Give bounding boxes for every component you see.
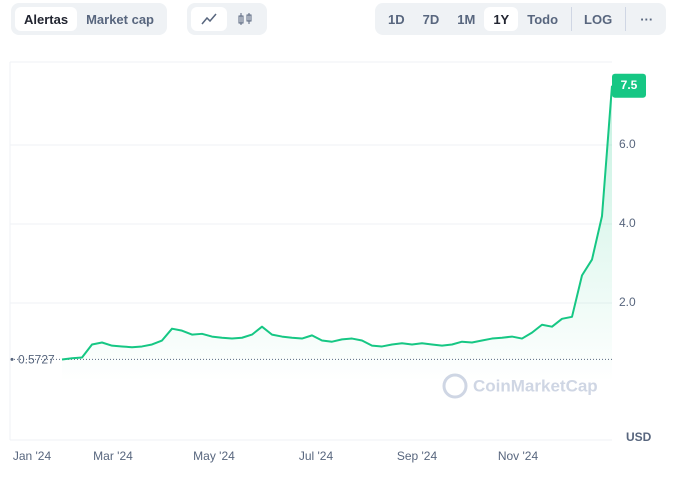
x-tick-label: Nov '24 (498, 449, 539, 463)
y-tick-label: 4.0 (619, 216, 636, 230)
line-chart-button[interactable] (191, 7, 227, 31)
toolbar-button[interactable]: 1Y (484, 7, 519, 31)
x-tick-label: Sep '24 (397, 449, 438, 463)
watermark: CoinMarketCap (473, 376, 598, 395)
reference-label: 0.5727 (18, 353, 55, 367)
x-tick-label: May '24 (193, 449, 235, 463)
toolbar-button[interactable]: Todo (527, 11, 559, 27)
toolbar-button[interactable]: LOG (571, 7, 621, 31)
x-tick-label: Jan '24 (13, 449, 52, 463)
toolbar-button[interactable]: Alertas (15, 7, 78, 31)
last-value-box (612, 73, 646, 98)
candle-chart-button[interactable] (227, 7, 263, 31)
y-tick-label: 2.0 (619, 295, 636, 309)
y-tick-label: 6.0 (619, 137, 636, 151)
view-group: Alertas Market cap (11, 3, 167, 35)
toolbar-button[interactable]: 7D (422, 11, 440, 27)
last-value-label: 7.5 (621, 78, 638, 92)
line-area (62, 85, 612, 382)
x-tick-label: Mar '24 (93, 449, 133, 463)
price-line (61, 85, 613, 361)
range-group: 1D 7D 1M 1Y Todo LOG ··· (375, 3, 667, 35)
x-tick-label: Jul '24 (299, 449, 334, 463)
currency-label: USD (626, 430, 652, 444)
chart-type-group (187, 3, 267, 35)
toolbar-button[interactable]: 1D (388, 11, 405, 27)
reference-dot (10, 357, 14, 361)
toolbar-button[interactable]: Market cap (86, 11, 154, 27)
watermark-logo (442, 373, 468, 399)
toolbar-button[interactable]: 1M (457, 11, 476, 27)
toolbar-button[interactable]: ··· (625, 7, 662, 31)
